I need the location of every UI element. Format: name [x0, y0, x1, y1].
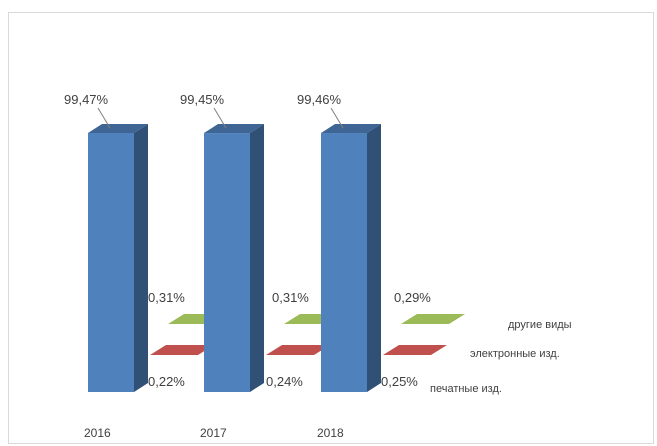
bar-print-top-2016: [88, 124, 148, 133]
leader-line-print-2016: [97, 107, 111, 129]
bar-print-side-2017: [250, 124, 264, 393]
bar-other-2018: [401, 314, 465, 324]
series-label-other: другие виды: [508, 319, 572, 331]
data-label-print-2017: 99,45%: [180, 92, 225, 107]
x-tick-2016: 2016: [84, 426, 111, 440]
data-label-other-2018: 0,29%: [394, 290, 431, 305]
leader-line-print-2017: [213, 107, 227, 129]
bar-print-top-2018: [321, 124, 381, 134]
x-tick-2017: 2017: [200, 426, 227, 440]
bar-print-side-2018: [367, 124, 381, 393]
data-label-other-2017: 0,31%: [272, 290, 309, 305]
bar-electronic-2018: [383, 345, 447, 355]
bar-print-2016: [88, 133, 134, 392]
x-tick-2018: 2018: [317, 426, 344, 440]
bar-print-side-2016: [134, 124, 148, 392]
data-label-other-2016: 0,31%: [148, 290, 185, 305]
data-label-electronic-2016: 0,22%: [148, 374, 185, 389]
bar-print-2017: [204, 133, 250, 393]
data-label-electronic-2017: 0,24%: [266, 374, 303, 389]
data-label-print-2016: 99,47%: [64, 92, 109, 107]
bar-print-top-2017: [204, 124, 264, 134]
series-label-print: печатные изд.: [430, 383, 502, 395]
bar-electronic-2017: [266, 345, 330, 355]
leader-line-print-2018: [330, 107, 344, 129]
data-label-print-2018: 99,46%: [297, 92, 342, 107]
series-label-electronic: электронные изд.: [470, 348, 560, 360]
bar-print-2018: [321, 133, 367, 392]
data-label-electronic-2018: 0,25%: [381, 374, 418, 389]
bar-electronic-2016: [150, 345, 214, 355]
